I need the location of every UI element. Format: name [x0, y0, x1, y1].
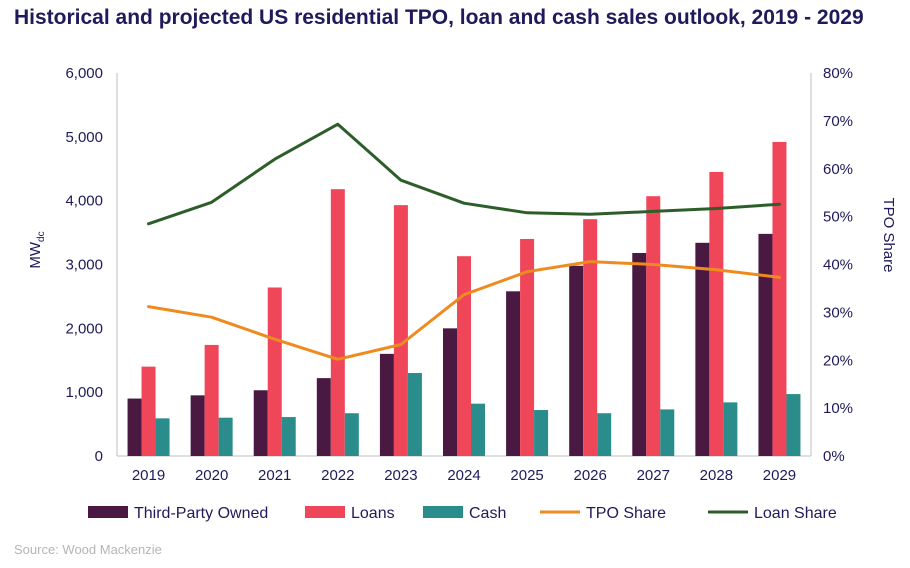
bar-loans — [267, 287, 282, 456]
x-tick-label: 2021 — [258, 467, 291, 484]
source-note: Source: Wood Mackenzie — [14, 542, 162, 557]
y-axis-left-title-sub: dc — [36, 231, 47, 242]
bar-cash — [407, 373, 422, 456]
legend-label-loans: Loans — [351, 505, 395, 522]
bar-loans — [393, 205, 408, 456]
bar-cash — [534, 410, 549, 456]
bar-cash — [471, 403, 485, 456]
legend: Third-Party Owned Loans Cash TPO Share Loan … — [88, 505, 837, 522]
y-right-tick-label: 0% — [823, 448, 845, 465]
bar-cash — [723, 402, 738, 456]
bar-loans — [330, 189, 345, 456]
bar-loans — [583, 219, 598, 456]
x-tick-label: 2022 — [321, 467, 354, 484]
y-right-tick-label: 10% — [823, 400, 853, 417]
bar-loans — [709, 171, 724, 457]
bar-third-party-owned — [758, 233, 773, 456]
y-left-tick-label: 3,000 — [65, 257, 103, 274]
y-left-tick-label: 1,000 — [65, 384, 103, 401]
x-tick-label: 2029 — [763, 467, 796, 484]
bar-third-party-owned — [379, 353, 394, 456]
y-left-tick-label: 6,000 — [65, 65, 103, 82]
bar-loans — [646, 196, 661, 456]
bar-third-party-owned — [190, 395, 205, 456]
bar-third-party-owned — [127, 398, 142, 456]
bar-loans — [141, 366, 156, 456]
y-axis-right-title: TPO Share — [880, 197, 897, 272]
legend-label-cash: Cash — [469, 505, 506, 522]
legend-swatch-cash — [423, 506, 463, 518]
y-axis-left-title-main: MW — [27, 241, 44, 268]
x-tick-label: 2020 — [195, 467, 228, 484]
legend-swatch-loans — [305, 506, 345, 518]
bar-cash — [660, 409, 675, 456]
bar-third-party-owned — [253, 390, 268, 456]
bar-cash — [597, 413, 612, 456]
y-right-tick-label: 70% — [823, 113, 853, 130]
y-axis-left-title: MWdc — [27, 231, 47, 268]
legend-swatch-third-party-owned — [88, 506, 128, 518]
legend-label-loan-share: Loan Share — [754, 505, 837, 522]
x-tick-label: 2023 — [384, 467, 417, 484]
bar-cash — [218, 417, 233, 456]
y-right-tick-label: 80% — [823, 65, 853, 82]
x-tick-label: 2028 — [700, 467, 733, 484]
bar-third-party-owned — [316, 378, 331, 456]
bar-third-party-owned — [569, 265, 584, 456]
legend-label-tpo-share: TPO Share — [586, 505, 666, 522]
y-right-tick-label: 30% — [823, 304, 853, 321]
x-tick-label: 2019 — [132, 467, 165, 484]
y-left-tick-label: 4,000 — [65, 193, 103, 210]
bar-third-party-owned — [506, 291, 521, 456]
bar-cash — [281, 417, 296, 456]
lines — [147, 122, 781, 361]
y-right-tick-label: 40% — [823, 257, 853, 274]
bar-loans — [520, 238, 535, 456]
y-right-tick-label: 20% — [823, 352, 853, 369]
x-tick-label: 2024 — [447, 467, 480, 484]
line-tpo-share — [147, 260, 781, 361]
y-right-tick-label: 60% — [823, 161, 853, 178]
y-left-tick-label: 5,000 — [65, 129, 103, 146]
bar-third-party-owned — [695, 242, 710, 456]
y-left-tick-label: 2,000 — [65, 320, 103, 337]
bar-loans — [772, 141, 787, 456]
bar-third-party-owned — [443, 328, 457, 456]
bars — [127, 141, 801, 457]
bar-cash — [155, 418, 170, 456]
ticks: 0 1,000 2,000 3,000 4,000 5,000 6,000 0% 10% 20% 3… — [65, 65, 853, 484]
bar-loans — [457, 256, 471, 456]
bar-loans — [204, 344, 219, 456]
y-left-tick-label: 0 — [95, 448, 103, 465]
bar-cash — [344, 413, 359, 456]
y-right-tick-label: 50% — [823, 209, 853, 226]
x-tick-label: 2027 — [637, 467, 670, 484]
x-tick-label: 2026 — [573, 467, 606, 484]
legend-label-third-party-owned: Third-Party Owned — [134, 505, 268, 522]
line-loan-share — [147, 122, 781, 226]
bar-third-party-owned — [632, 253, 647, 456]
x-tick-label: 2025 — [510, 467, 543, 484]
bar-cash — [786, 394, 801, 456]
chart-title: Historical and projected US residential … — [14, 6, 864, 29]
